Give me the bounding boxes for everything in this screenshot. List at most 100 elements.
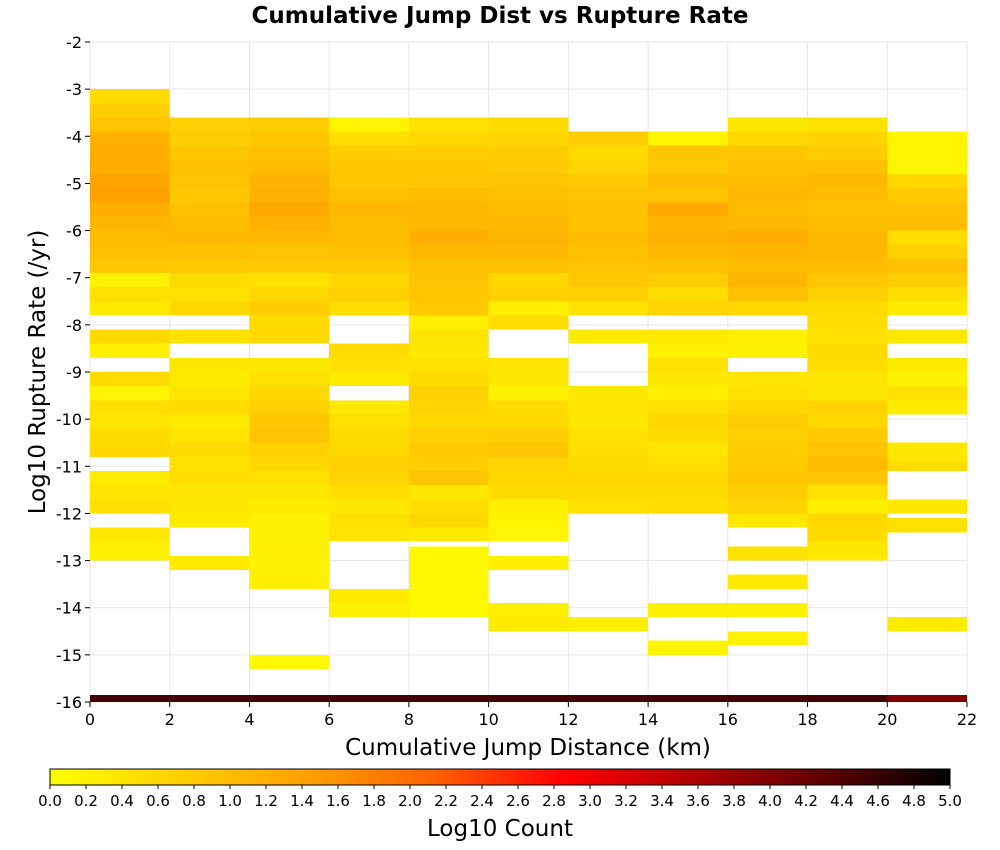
heatmap-cell (807, 499, 888, 514)
y-tick-label: -13 (56, 552, 82, 571)
heatmap-cell (488, 456, 569, 471)
heatmap-cell (727, 145, 808, 160)
heatmap-cell (807, 386, 888, 401)
heatmap-cell (727, 694, 808, 702)
heatmap-cell (329, 456, 409, 471)
heatmap-cell (249, 485, 330, 500)
heatmap-cell (727, 287, 808, 302)
heatmap-cell (90, 117, 170, 132)
y-axis-label: Log10 Rupture Rate (/yr) (25, 230, 51, 515)
heatmap-cell (90, 541, 170, 556)
x-tick-label: 16 (718, 710, 738, 729)
heatmap-cell (488, 400, 569, 415)
heatmap-cell (90, 386, 170, 401)
heatmap-cell (408, 258, 489, 273)
heatmap-cell (887, 131, 967, 174)
heatmap-cell (90, 230, 170, 245)
heatmap-cell (329, 145, 409, 160)
heatmap-cell (488, 273, 569, 288)
heatmap-cell (90, 301, 170, 316)
heatmap-cell (169, 117, 250, 132)
heatmap-cell (329, 603, 409, 618)
heatmap-cell (408, 343, 489, 358)
heatmap-cell (408, 414, 489, 429)
heatmap-cell (568, 329, 649, 344)
x-tick-label: 18 (797, 710, 817, 729)
heatmap-cell (727, 631, 808, 646)
heatmap-cell (408, 273, 489, 288)
heatmap-cell (90, 244, 170, 259)
heatmap-cell (329, 202, 409, 217)
heatmap-cell (169, 694, 250, 702)
heatmap-cell (408, 485, 489, 500)
heatmap-cell (249, 188, 330, 203)
heatmap-cell (727, 400, 808, 415)
heatmap-cell (648, 456, 728, 471)
heatmap-cell (727, 329, 808, 344)
heatmap-cell (249, 471, 330, 486)
heatmap-cell (329, 400, 409, 415)
heatmap-cell (568, 273, 649, 288)
heatmap-cell (568, 485, 649, 500)
heatmap-cell (807, 400, 888, 415)
heatmap-cell (807, 428, 888, 443)
heatmap-cell (488, 216, 569, 231)
heatmap-cell (727, 386, 808, 401)
heatmap-cell (807, 145, 888, 160)
colorbar-tick-label: 1.0 (218, 792, 242, 810)
heatmap-cell (408, 287, 489, 302)
heatmap-cell (807, 485, 888, 500)
heatmap-cell (727, 343, 808, 358)
heatmap-cell (488, 428, 569, 443)
heatmap-cell (169, 202, 250, 217)
heatmap-cell (329, 442, 409, 457)
heatmap-cell (807, 694, 888, 702)
heatmap-cell (648, 386, 728, 401)
heatmap-cell (727, 117, 808, 132)
heatmap-cell (329, 485, 409, 500)
heatmap-cell (648, 188, 728, 203)
heatmap-cell (887, 617, 967, 632)
heatmap-cell (648, 258, 728, 273)
heatmap-cell (727, 442, 808, 457)
heatmap-cell (169, 301, 250, 316)
heatmap-cell (90, 400, 170, 415)
heatmap-cell (408, 357, 489, 372)
heatmap-cell (887, 174, 967, 189)
heatmap-cell (408, 386, 489, 401)
heatmap-cell (329, 174, 409, 189)
heatmap-cell (807, 188, 888, 203)
heatmap-cell (807, 244, 888, 259)
heatmap-cell (169, 386, 250, 401)
colorbar-tick-label: 0.4 (110, 792, 134, 810)
heatmap-cell (329, 244, 409, 259)
x-axis-label: Cumulative Jump Distance (km) (345, 735, 711, 761)
heatmap-cell (727, 603, 808, 618)
heatmap-cell (169, 174, 250, 189)
heatmap-cell (169, 188, 250, 203)
heatmap-cell (90, 216, 170, 231)
heatmap-cell (648, 485, 728, 500)
heatmap-cell (887, 301, 967, 316)
heatmap-cell (887, 372, 967, 387)
heatmap-cell (727, 174, 808, 189)
y-tick-label: -14 (56, 599, 82, 618)
heatmap-cell (807, 230, 888, 245)
heatmap-cell (249, 499, 330, 514)
colorbar-tick-label: 1.8 (362, 792, 386, 810)
y-tick-label: -16 (56, 693, 82, 712)
heatmap-cell (568, 202, 649, 217)
heatmap-cell (887, 461, 967, 471)
heatmap-cell (887, 694, 967, 702)
heatmap-cell (727, 216, 808, 231)
heatmap-cell (488, 372, 569, 387)
heatmap-cell (90, 103, 170, 118)
heatmap-cell (488, 386, 569, 401)
heatmap-cell (90, 159, 170, 174)
x-axis-ticks: 0 2 4 6 8 10 12 14 16 18 20 22 (85, 702, 977, 729)
colorbar-tick-label: 1.2 (254, 792, 278, 810)
heatmap-cell (249, 654, 330, 669)
heatmap-cell (648, 694, 728, 702)
heatmap-cell (807, 343, 888, 358)
heatmap-cell (169, 513, 250, 528)
